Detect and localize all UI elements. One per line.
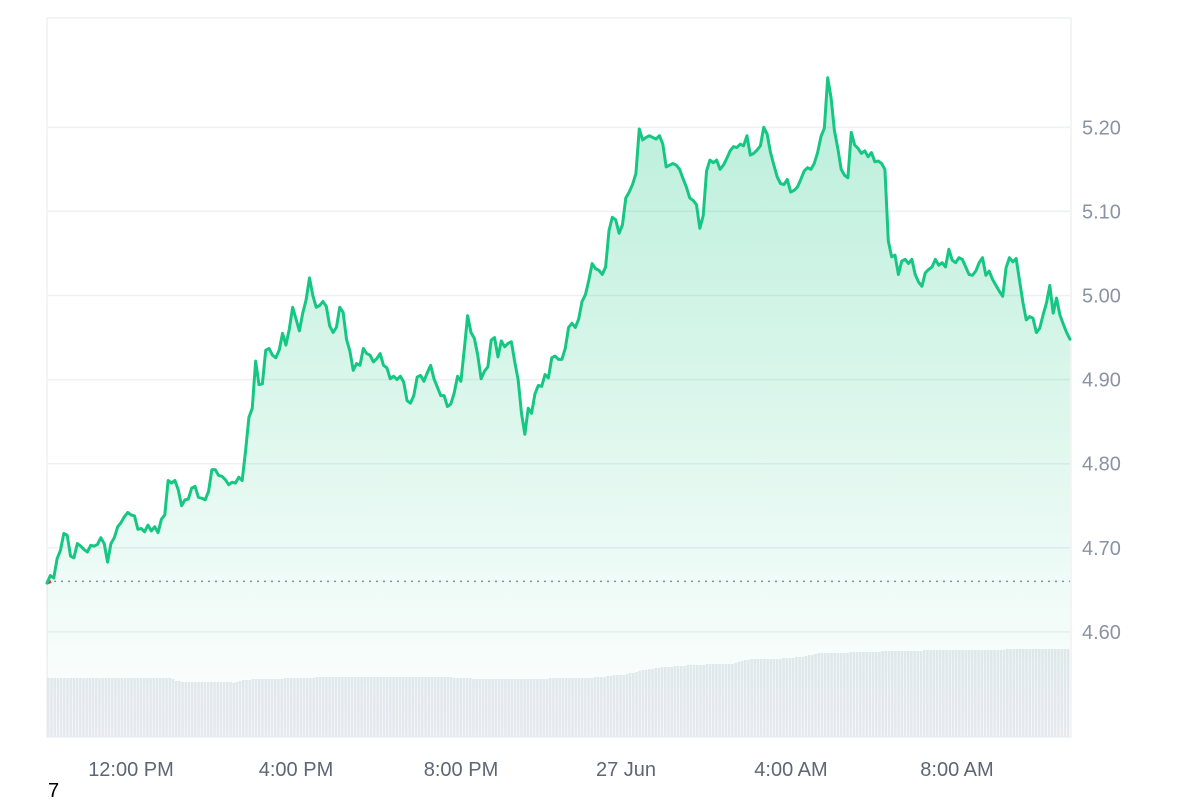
y-tick-label: 5.20 bbox=[1082, 117, 1121, 139]
x-axis-ticks: 12:00 PM 4:00 PM 8:00 PM 27 Jun 4:00 AM 8:00 … bbox=[88, 759, 994, 781]
x-tick-label: 8:00 PM bbox=[424, 759, 498, 781]
y-tick-label: 5.10 bbox=[1082, 201, 1121, 223]
y-axis-ticks: 4.60 4.70 4.80 4.90 5.00 5.10 5.20 bbox=[1082, 117, 1121, 644]
y-tick-label: 4.80 bbox=[1082, 454, 1121, 476]
x-tick-label: 4:00 AM bbox=[754, 759, 827, 781]
price-line bbox=[45, 76, 1072, 585]
footnote-label: 7 bbox=[48, 780, 60, 802]
y-tick-label: 5.00 bbox=[1082, 286, 1121, 308]
y-tick-label: 4.70 bbox=[1082, 538, 1121, 560]
x-tick-label: 4:00 PM bbox=[259, 759, 333, 781]
y-tick-label: 4.90 bbox=[1082, 370, 1121, 392]
x-tick-label: 12:00 PM bbox=[88, 759, 174, 781]
y-tick-label: 4.60 bbox=[1082, 622, 1121, 644]
x-tick-label: 27 Jun bbox=[596, 759, 656, 781]
x-tick-label: 8:00 AM bbox=[920, 759, 993, 781]
price-area-fill bbox=[47, 77, 1070, 737]
